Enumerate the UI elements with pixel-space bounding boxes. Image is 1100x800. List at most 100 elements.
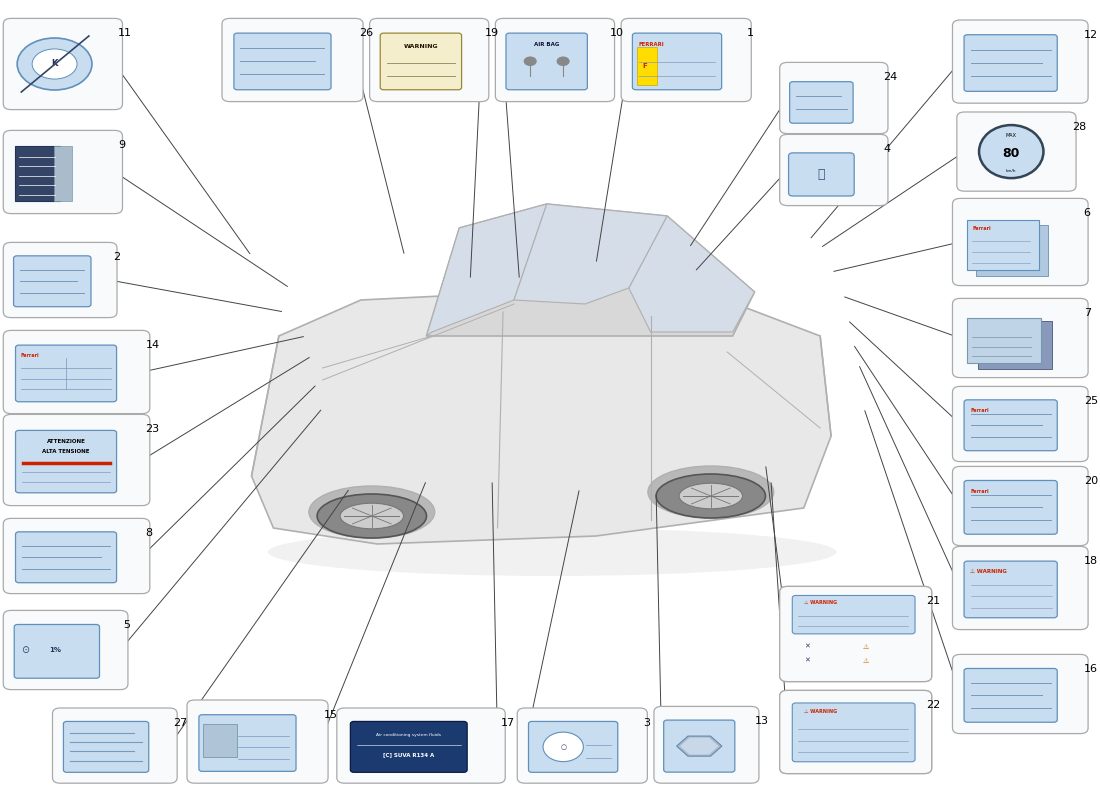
- Text: 20: 20: [1084, 476, 1098, 486]
- FancyBboxPatch shape: [13, 256, 91, 306]
- FancyBboxPatch shape: [792, 703, 915, 762]
- FancyBboxPatch shape: [222, 18, 363, 102]
- Ellipse shape: [268, 528, 837, 576]
- FancyBboxPatch shape: [15, 345, 117, 402]
- Polygon shape: [629, 216, 755, 332]
- Text: 1: 1: [747, 28, 754, 38]
- FancyBboxPatch shape: [780, 586, 932, 682]
- Polygon shape: [427, 204, 755, 336]
- Text: MAX: MAX: [1005, 133, 1016, 138]
- FancyBboxPatch shape: [3, 414, 150, 506]
- Ellipse shape: [679, 483, 743, 509]
- FancyBboxPatch shape: [3, 242, 117, 318]
- FancyBboxPatch shape: [14, 625, 99, 678]
- Text: 11: 11: [118, 28, 132, 38]
- Text: 16: 16: [1084, 664, 1098, 674]
- Text: Ferrari: Ferrari: [970, 489, 989, 494]
- Text: ✕: ✕: [804, 643, 810, 650]
- Ellipse shape: [979, 125, 1044, 178]
- Text: ○: ○: [560, 744, 566, 750]
- Text: 27: 27: [173, 718, 187, 728]
- FancyBboxPatch shape: [495, 18, 615, 102]
- FancyBboxPatch shape: [632, 33, 722, 90]
- FancyBboxPatch shape: [953, 546, 1088, 630]
- Text: 14: 14: [145, 340, 160, 350]
- FancyBboxPatch shape: [53, 708, 177, 783]
- Text: 24: 24: [883, 72, 898, 82]
- Ellipse shape: [32, 49, 77, 79]
- Text: 7: 7: [1084, 308, 1091, 318]
- Text: 17: 17: [500, 718, 515, 728]
- Text: ✕: ✕: [804, 658, 810, 664]
- Ellipse shape: [656, 474, 766, 518]
- Text: 9: 9: [118, 140, 125, 150]
- Polygon shape: [680, 738, 718, 754]
- FancyBboxPatch shape: [381, 33, 462, 90]
- FancyBboxPatch shape: [517, 708, 648, 783]
- Text: 13: 13: [755, 716, 769, 726]
- Polygon shape: [514, 204, 667, 304]
- Text: Ferrari: Ferrari: [21, 353, 40, 358]
- Ellipse shape: [317, 494, 427, 538]
- Circle shape: [524, 57, 537, 66]
- FancyBboxPatch shape: [790, 82, 854, 123]
- Text: Ferrari: Ferrari: [970, 408, 989, 413]
- Text: [C] SUVA R134 A: [C] SUVA R134 A: [383, 752, 434, 758]
- FancyBboxPatch shape: [780, 690, 932, 774]
- FancyBboxPatch shape: [957, 112, 1076, 191]
- FancyBboxPatch shape: [187, 700, 328, 783]
- Text: 2: 2: [112, 252, 120, 262]
- Text: ⚠ WARNING: ⚠ WARNING: [804, 710, 837, 714]
- FancyBboxPatch shape: [506, 33, 587, 90]
- Text: AIR BAG: AIR BAG: [534, 42, 560, 47]
- FancyBboxPatch shape: [337, 708, 505, 783]
- Text: 6: 6: [1084, 208, 1091, 218]
- Text: 18: 18: [1084, 556, 1098, 566]
- Text: 1%: 1%: [50, 647, 62, 654]
- Text: ⛽: ⛽: [817, 168, 825, 181]
- FancyBboxPatch shape: [964, 481, 1057, 534]
- Text: 28: 28: [1071, 122, 1086, 131]
- Text: 80: 80: [1002, 147, 1020, 160]
- Text: FERRARI: FERRARI: [639, 42, 664, 47]
- FancyBboxPatch shape: [964, 669, 1057, 722]
- FancyBboxPatch shape: [780, 586, 932, 682]
- FancyBboxPatch shape: [199, 714, 296, 771]
- Text: ⚠: ⚠: [862, 658, 869, 664]
- FancyBboxPatch shape: [3, 518, 150, 594]
- Text: 26: 26: [359, 28, 373, 38]
- FancyBboxPatch shape: [3, 18, 122, 110]
- FancyBboxPatch shape: [953, 386, 1088, 462]
- Text: 3: 3: [644, 718, 650, 728]
- FancyBboxPatch shape: [792, 595, 915, 634]
- Ellipse shape: [309, 486, 434, 538]
- Text: passion for ferrari since 1995: passion for ferrari since 1995: [417, 389, 676, 475]
- FancyBboxPatch shape: [3, 130, 122, 214]
- Text: ⚠ WARNING: ⚠ WARNING: [969, 569, 1006, 574]
- FancyBboxPatch shape: [953, 20, 1088, 103]
- Circle shape: [557, 57, 570, 66]
- FancyBboxPatch shape: [637, 47, 657, 85]
- Text: F: F: [642, 62, 647, 69]
- FancyBboxPatch shape: [15, 532, 117, 582]
- FancyBboxPatch shape: [3, 330, 150, 414]
- FancyBboxPatch shape: [953, 198, 1088, 286]
- FancyBboxPatch shape: [204, 724, 238, 757]
- Ellipse shape: [340, 503, 404, 529]
- Text: 8: 8: [145, 528, 153, 538]
- FancyBboxPatch shape: [780, 134, 888, 206]
- FancyBboxPatch shape: [234, 33, 331, 90]
- FancyBboxPatch shape: [967, 220, 1040, 270]
- FancyBboxPatch shape: [953, 654, 1088, 734]
- FancyBboxPatch shape: [978, 322, 1052, 369]
- Text: 12: 12: [1084, 30, 1098, 39]
- Text: ⚠ WARNING: ⚠ WARNING: [804, 601, 837, 606]
- FancyBboxPatch shape: [3, 610, 128, 690]
- Text: K: K: [52, 59, 58, 69]
- FancyBboxPatch shape: [528, 722, 618, 772]
- FancyBboxPatch shape: [653, 706, 759, 783]
- Text: 10: 10: [610, 28, 624, 38]
- FancyBboxPatch shape: [15, 146, 60, 201]
- Polygon shape: [676, 736, 722, 756]
- Text: WARNING: WARNING: [404, 45, 438, 50]
